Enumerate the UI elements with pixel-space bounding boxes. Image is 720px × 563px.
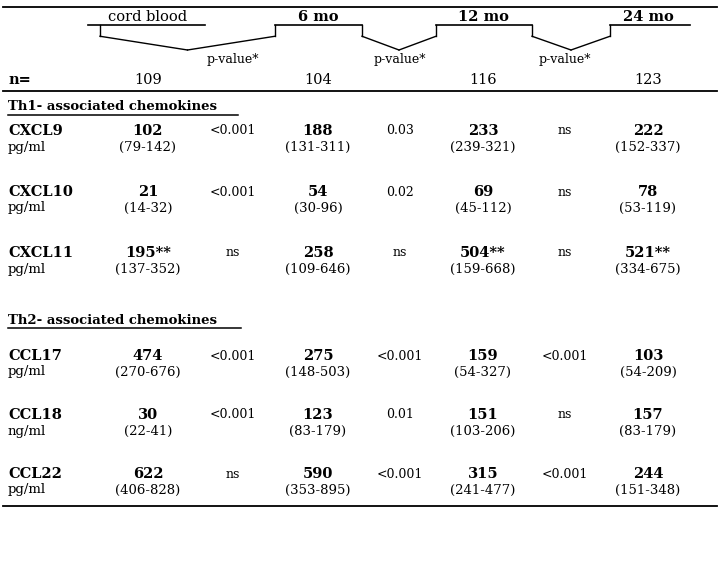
Text: <0.001: <0.001	[210, 124, 256, 137]
Text: Th2- associated chemokines: Th2- associated chemokines	[8, 314, 217, 327]
Text: CCL17: CCL17	[8, 349, 62, 363]
Text: CXCL11: CXCL11	[8, 246, 73, 260]
Text: ns: ns	[226, 467, 240, 480]
Text: 222: 222	[633, 124, 663, 138]
Text: 102: 102	[132, 124, 163, 138]
Text: (53-119): (53-119)	[619, 202, 677, 215]
Text: CCL18: CCL18	[8, 408, 62, 422]
Text: p-value*: p-value*	[539, 53, 591, 66]
Text: (131-311): (131-311)	[285, 141, 351, 154]
Text: <0.001: <0.001	[542, 350, 588, 363]
Text: ns: ns	[558, 185, 572, 199]
Text: n=: n=	[8, 73, 31, 87]
Text: <0.001: <0.001	[377, 467, 423, 480]
Text: 151: 151	[467, 408, 498, 422]
Text: CCL22: CCL22	[8, 467, 62, 481]
Text: 622: 622	[132, 467, 163, 481]
Text: pg/ml: pg/ml	[8, 141, 46, 154]
Text: 54: 54	[308, 185, 328, 199]
Text: 123: 123	[634, 73, 662, 87]
Text: (83-179): (83-179)	[289, 425, 346, 437]
Text: 188: 188	[302, 124, 333, 138]
Text: 0.03: 0.03	[386, 124, 414, 137]
Text: (270-676): (270-676)	[115, 365, 181, 378]
Text: 24 mo: 24 mo	[623, 10, 673, 24]
Text: (159-668): (159-668)	[450, 262, 516, 275]
Text: p-value*: p-value*	[207, 53, 259, 66]
Text: 0.02: 0.02	[386, 185, 414, 199]
Text: (45-112): (45-112)	[454, 202, 511, 215]
Text: (109-646): (109-646)	[285, 262, 351, 275]
Text: ns: ns	[558, 124, 572, 137]
Text: (54-327): (54-327)	[454, 365, 511, 378]
Text: Th1- associated chemokines: Th1- associated chemokines	[8, 101, 217, 114]
Text: <0.001: <0.001	[542, 467, 588, 480]
Text: 109: 109	[134, 73, 162, 87]
Text: 195**: 195**	[125, 246, 171, 260]
Text: 69: 69	[473, 185, 493, 199]
Text: <0.001: <0.001	[210, 350, 256, 363]
Text: (239-321): (239-321)	[450, 141, 516, 154]
Text: 0.01: 0.01	[386, 409, 414, 422]
Text: 504**: 504**	[460, 246, 506, 260]
Text: ns: ns	[393, 247, 408, 260]
Text: 244: 244	[633, 467, 663, 481]
Text: ns: ns	[558, 409, 572, 422]
Text: (22-41): (22-41)	[124, 425, 172, 437]
Text: 521**: 521**	[625, 246, 671, 260]
Text: 104: 104	[304, 73, 332, 87]
Text: 157: 157	[633, 408, 663, 422]
Text: (14-32): (14-32)	[124, 202, 172, 215]
Text: (137-352): (137-352)	[115, 262, 181, 275]
Text: cord blood: cord blood	[109, 10, 188, 24]
Text: (152-337): (152-337)	[616, 141, 680, 154]
Text: ng/ml: ng/ml	[8, 425, 46, 437]
Text: (83-179): (83-179)	[619, 425, 677, 437]
Text: ns: ns	[226, 247, 240, 260]
Text: CXCL10: CXCL10	[8, 185, 73, 199]
Text: (148-503): (148-503)	[285, 365, 351, 378]
Text: 123: 123	[302, 408, 333, 422]
Text: CXCL9: CXCL9	[8, 124, 63, 138]
Text: 159: 159	[468, 349, 498, 363]
Text: ns: ns	[558, 247, 572, 260]
Text: 116: 116	[469, 73, 497, 87]
Text: pg/ml: pg/ml	[8, 365, 46, 378]
Text: 315: 315	[468, 467, 498, 481]
Text: 275: 275	[302, 349, 333, 363]
Text: 474: 474	[132, 349, 163, 363]
Text: 78: 78	[638, 185, 658, 199]
Text: (353-895): (353-895)	[285, 484, 351, 497]
Text: 30: 30	[138, 408, 158, 422]
Text: p-value*: p-value*	[374, 53, 426, 66]
Text: 21: 21	[138, 185, 158, 199]
Text: 233: 233	[468, 124, 498, 138]
Text: (103-206): (103-206)	[450, 425, 516, 437]
Text: pg/ml: pg/ml	[8, 202, 46, 215]
Text: pg/ml: pg/ml	[8, 262, 46, 275]
Text: (54-209): (54-209)	[620, 365, 676, 378]
Text: (406-828): (406-828)	[115, 484, 181, 497]
Text: (79-142): (79-142)	[120, 141, 176, 154]
Text: 12 mo: 12 mo	[458, 10, 508, 24]
Text: (151-348): (151-348)	[616, 484, 680, 497]
Text: 590: 590	[303, 467, 333, 481]
Text: (334-675): (334-675)	[615, 262, 681, 275]
Text: <0.001: <0.001	[377, 350, 423, 363]
Text: 103: 103	[633, 349, 663, 363]
Text: pg/ml: pg/ml	[8, 484, 46, 497]
Text: <0.001: <0.001	[210, 409, 256, 422]
Text: <0.001: <0.001	[210, 185, 256, 199]
Text: 6 mo: 6 mo	[298, 10, 338, 24]
Text: (241-477): (241-477)	[450, 484, 516, 497]
Text: (30-96): (30-96)	[294, 202, 343, 215]
Text: 258: 258	[302, 246, 333, 260]
